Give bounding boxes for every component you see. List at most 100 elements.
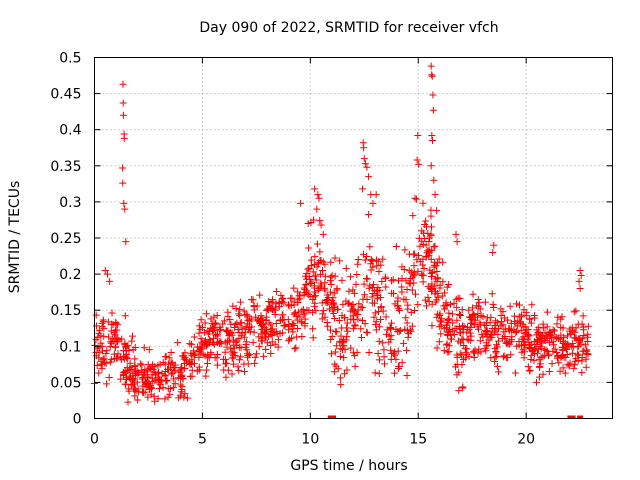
data-point: [551, 327, 559, 335]
data-point: [186, 340, 194, 348]
data-point: [244, 312, 252, 320]
data-point: [456, 350, 464, 358]
data-point: [335, 317, 343, 325]
data-point: [392, 325, 400, 333]
data-point: [517, 326, 525, 334]
data-point: [131, 344, 139, 352]
data-point: [414, 267, 422, 275]
data-point: [419, 278, 427, 286]
data-point: [503, 338, 511, 346]
data-point: [127, 365, 135, 373]
data-point: [288, 334, 296, 342]
data-point: [170, 384, 178, 392]
data-point: [445, 309, 453, 317]
data-point: [482, 347, 490, 355]
data-point: [346, 273, 354, 281]
x-tick-label: 5: [198, 432, 207, 448]
data-point: [465, 306, 473, 314]
data-point: [263, 306, 271, 314]
data-point: [418, 271, 426, 279]
data-point: [431, 191, 439, 199]
data-point: [216, 323, 224, 331]
data-point: [475, 299, 483, 307]
x-tick-label: 15: [409, 432, 427, 448]
data-point: [95, 348, 103, 356]
data-point: [313, 240, 321, 248]
zero-value-point: [569, 415, 576, 419]
data-point: [126, 375, 134, 383]
data-point: [360, 144, 368, 152]
data-point: [273, 330, 281, 338]
data-point: [163, 376, 171, 384]
data-point: [359, 250, 367, 258]
data-point: [260, 352, 268, 360]
data-point: [178, 386, 186, 394]
data-point: [104, 318, 112, 326]
data-point: [224, 327, 232, 335]
data-point: [522, 312, 530, 320]
data-point: [128, 337, 136, 345]
data-point: [499, 321, 507, 329]
data-point: [453, 316, 461, 324]
data-point: [449, 319, 457, 327]
data-point: [349, 349, 357, 357]
data-point: [342, 264, 350, 272]
data-point: [428, 137, 436, 145]
data-point: [419, 199, 427, 207]
data-point: [555, 359, 563, 367]
data-point: [526, 367, 534, 375]
y-tick-label: 0.25: [50, 231, 81, 247]
data-point: [382, 283, 390, 291]
data-point: [372, 318, 380, 326]
data-point: [365, 173, 373, 181]
data-point: [431, 258, 439, 266]
data-point: [427, 162, 435, 170]
data-point: [482, 326, 490, 334]
data-point: [425, 248, 433, 256]
data-point: [114, 350, 122, 358]
data-point: [579, 312, 587, 320]
data-point: [570, 308, 578, 316]
data-point: [201, 319, 209, 327]
data-point: [284, 316, 292, 324]
data-point: [574, 350, 582, 358]
data-point: [124, 398, 132, 406]
data-point: [521, 341, 529, 349]
y-tick-label: 0.45: [50, 87, 81, 103]
data-point: [403, 319, 411, 327]
data-point: [179, 352, 187, 360]
data-point: [350, 289, 358, 297]
data-point: [227, 345, 235, 353]
data-point: [450, 299, 458, 307]
data-point: [111, 343, 119, 351]
data-point: [122, 374, 130, 382]
data-point: [371, 369, 379, 377]
data-point: [387, 346, 395, 354]
data-point: [190, 333, 198, 341]
data-point: [215, 337, 223, 345]
data-point: [353, 271, 361, 279]
data-point: [427, 232, 435, 240]
data-point: [119, 111, 127, 119]
data-point: [568, 349, 576, 357]
data-point: [188, 366, 196, 374]
data-point: [97, 332, 105, 340]
data-point: [443, 302, 451, 310]
data-point: [431, 242, 439, 250]
data-point: [126, 366, 134, 374]
data-point: [319, 258, 327, 266]
data-point: [195, 322, 203, 330]
data-point: [170, 375, 178, 383]
data-point: [534, 349, 542, 357]
data-point: [551, 345, 559, 353]
data-point: [197, 316, 205, 324]
data-point: [470, 321, 478, 329]
data-point: [405, 267, 413, 275]
data-point: [262, 345, 270, 353]
data-point: [577, 272, 585, 280]
data-point: [313, 263, 321, 271]
data-point: [249, 338, 257, 346]
data-point: [410, 262, 418, 270]
data-point: [374, 284, 382, 292]
data-point: [293, 333, 301, 341]
